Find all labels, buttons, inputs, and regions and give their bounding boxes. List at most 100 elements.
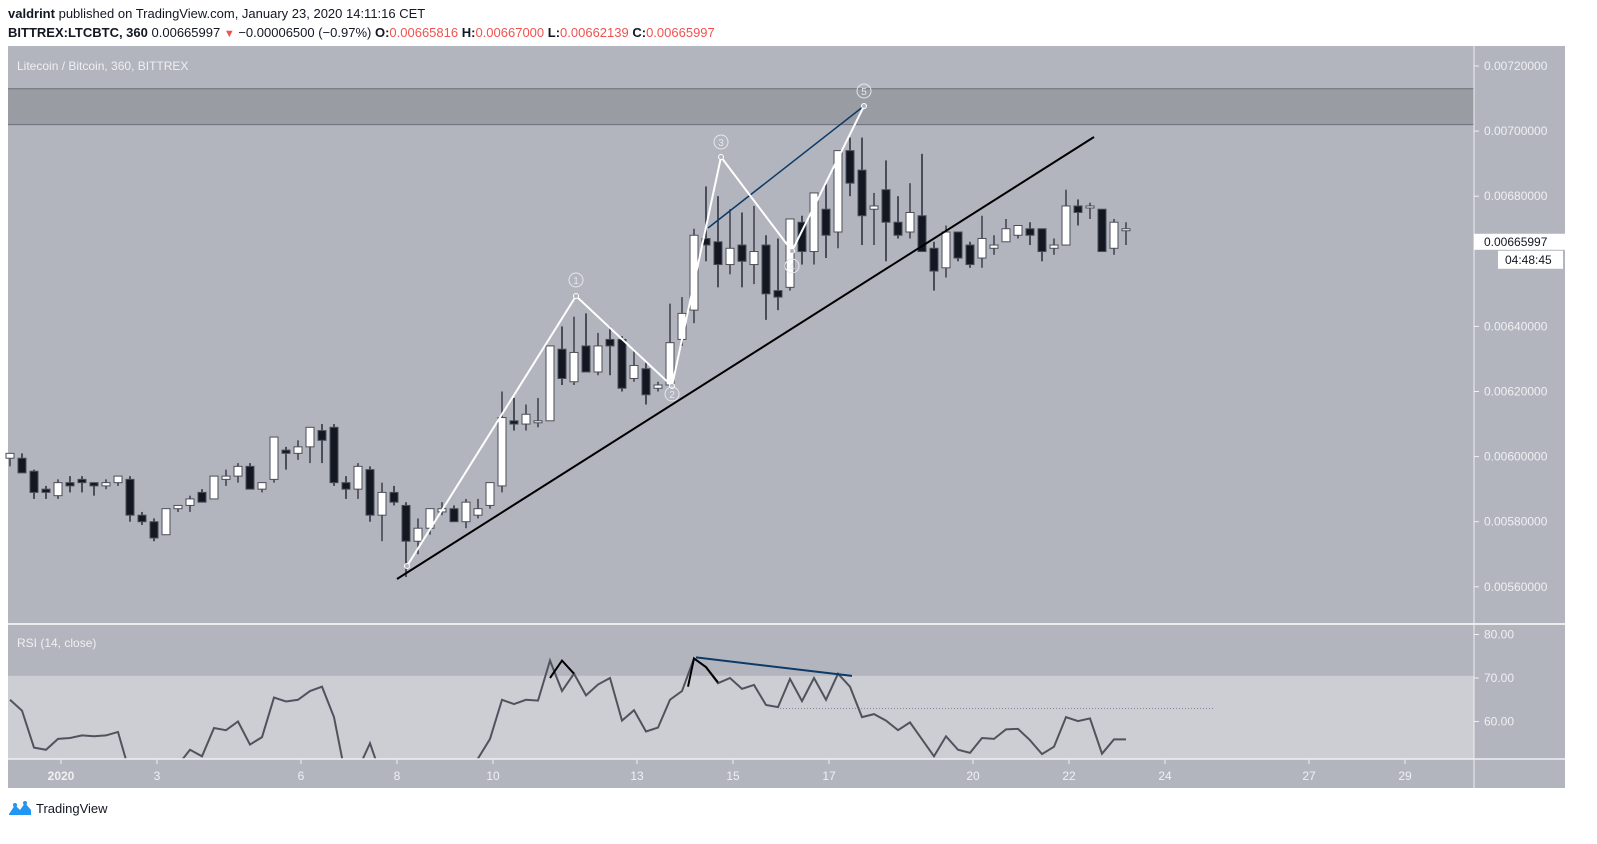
wave-point-handle (861, 103, 867, 109)
candle-body (137, 514, 147, 523)
candle-body (833, 150, 843, 233)
wave-point-handle (669, 383, 675, 389)
candle (473, 498, 483, 519)
candle (365, 466, 375, 522)
price-tick-label: 0.00580000 (1484, 515, 1548, 529)
low-value: 0.00662139 (560, 25, 629, 40)
candle (41, 485, 51, 499)
candle-body (569, 351, 579, 383)
candle-body (653, 384, 663, 389)
candle-body (545, 345, 555, 422)
candle-body (1085, 205, 1095, 209)
candle (293, 440, 303, 460)
time-tick-label: 2020 (48, 769, 75, 783)
rsi-tick-label: 70.00 (1484, 671, 1514, 685)
candle-body (929, 247, 939, 272)
price-tick-label: 0.00640000 (1484, 319, 1548, 333)
candle (497, 391, 507, 493)
rsi-peak-highlight-2 (687, 656, 719, 687)
wave-point-handle (573, 293, 579, 299)
candle-body (365, 469, 375, 516)
wave-point-handle (404, 563, 410, 569)
candle (953, 231, 963, 262)
candle-body (1013, 224, 1023, 236)
candle-body (617, 338, 627, 389)
candle-body (389, 491, 399, 503)
candle (653, 381, 663, 392)
wave-label-3: 3 (718, 138, 724, 149)
candle-body (245, 465, 255, 490)
wave-point-handle (789, 248, 795, 254)
time-tick-label: 24 (1158, 769, 1172, 783)
footer-brand[interactable]: TradingView (8, 800, 108, 816)
candle-body (401, 504, 411, 542)
open-label: O: (374, 25, 390, 40)
wave-point-handle (718, 154, 724, 160)
candle (737, 212, 747, 288)
candle-body (53, 482, 63, 497)
candle-body (209, 475, 219, 500)
candle (389, 485, 399, 506)
candle (641, 362, 651, 405)
candle-body (1049, 244, 1059, 249)
candle-body (461, 501, 471, 523)
candle (917, 153, 927, 253)
candle-body (593, 345, 603, 373)
time-tick-label: 6 (298, 769, 305, 783)
time-tick-label: 3 (154, 769, 161, 783)
time-tick-label: 20 (966, 769, 980, 783)
candle (233, 463, 243, 483)
candle-body (1025, 228, 1035, 236)
candle (5, 452, 15, 467)
price-pane[interactable]: 1 2 3 4 5 (5, 83, 1474, 580)
candle (185, 495, 195, 512)
candle (173, 504, 183, 512)
time-tick-label: 17 (822, 769, 836, 783)
low-label: L: (547, 25, 561, 40)
publish-info: valdrint published on TradingView.com, J… (8, 6, 425, 21)
candle-body (809, 192, 819, 253)
candle (977, 215, 987, 268)
candle (221, 469, 231, 486)
candle-body (65, 482, 75, 487)
candle-body (269, 436, 279, 480)
rsi-title: RSI (14, close) (17, 636, 96, 650)
candle-body (41, 488, 51, 493)
candle-body (125, 478, 135, 516)
candle-body (737, 244, 747, 262)
candle (617, 336, 627, 392)
rsi-pane[interactable] (8, 656, 1474, 791)
author-name[interactable]: valdrint (8, 6, 55, 21)
candle (773, 238, 783, 311)
candle (317, 424, 327, 464)
candle (713, 196, 723, 288)
wave-label-circle (568, 272, 584, 288)
price-tick-label: 0.00700000 (1484, 124, 1548, 138)
candle-body (17, 457, 27, 474)
high-label: H: (461, 25, 476, 40)
candle (545, 345, 555, 422)
close-label: C: (632, 25, 647, 40)
candle (377, 482, 387, 542)
candle-body (713, 241, 723, 266)
candle (149, 518, 159, 542)
countdown-value: 04:48:45 (1505, 253, 1552, 267)
candle (857, 137, 867, 246)
candle (509, 398, 519, 431)
candle (1097, 208, 1107, 253)
time-tick-label: 27 (1302, 769, 1316, 783)
candle-body (581, 345, 591, 373)
candle-body (941, 231, 951, 269)
candle (845, 137, 855, 197)
candle-body (557, 348, 567, 379)
candle-body (533, 420, 543, 424)
down-arrow-icon: ▼ (223, 28, 235, 40)
candle (89, 482, 99, 496)
resistance-zone (8, 88, 1474, 125)
time-tick-label: 22 (1062, 769, 1076, 783)
candle (113, 475, 123, 486)
candle-body (293, 446, 303, 454)
candle (1109, 218, 1119, 255)
candle-body (1121, 228, 1131, 232)
